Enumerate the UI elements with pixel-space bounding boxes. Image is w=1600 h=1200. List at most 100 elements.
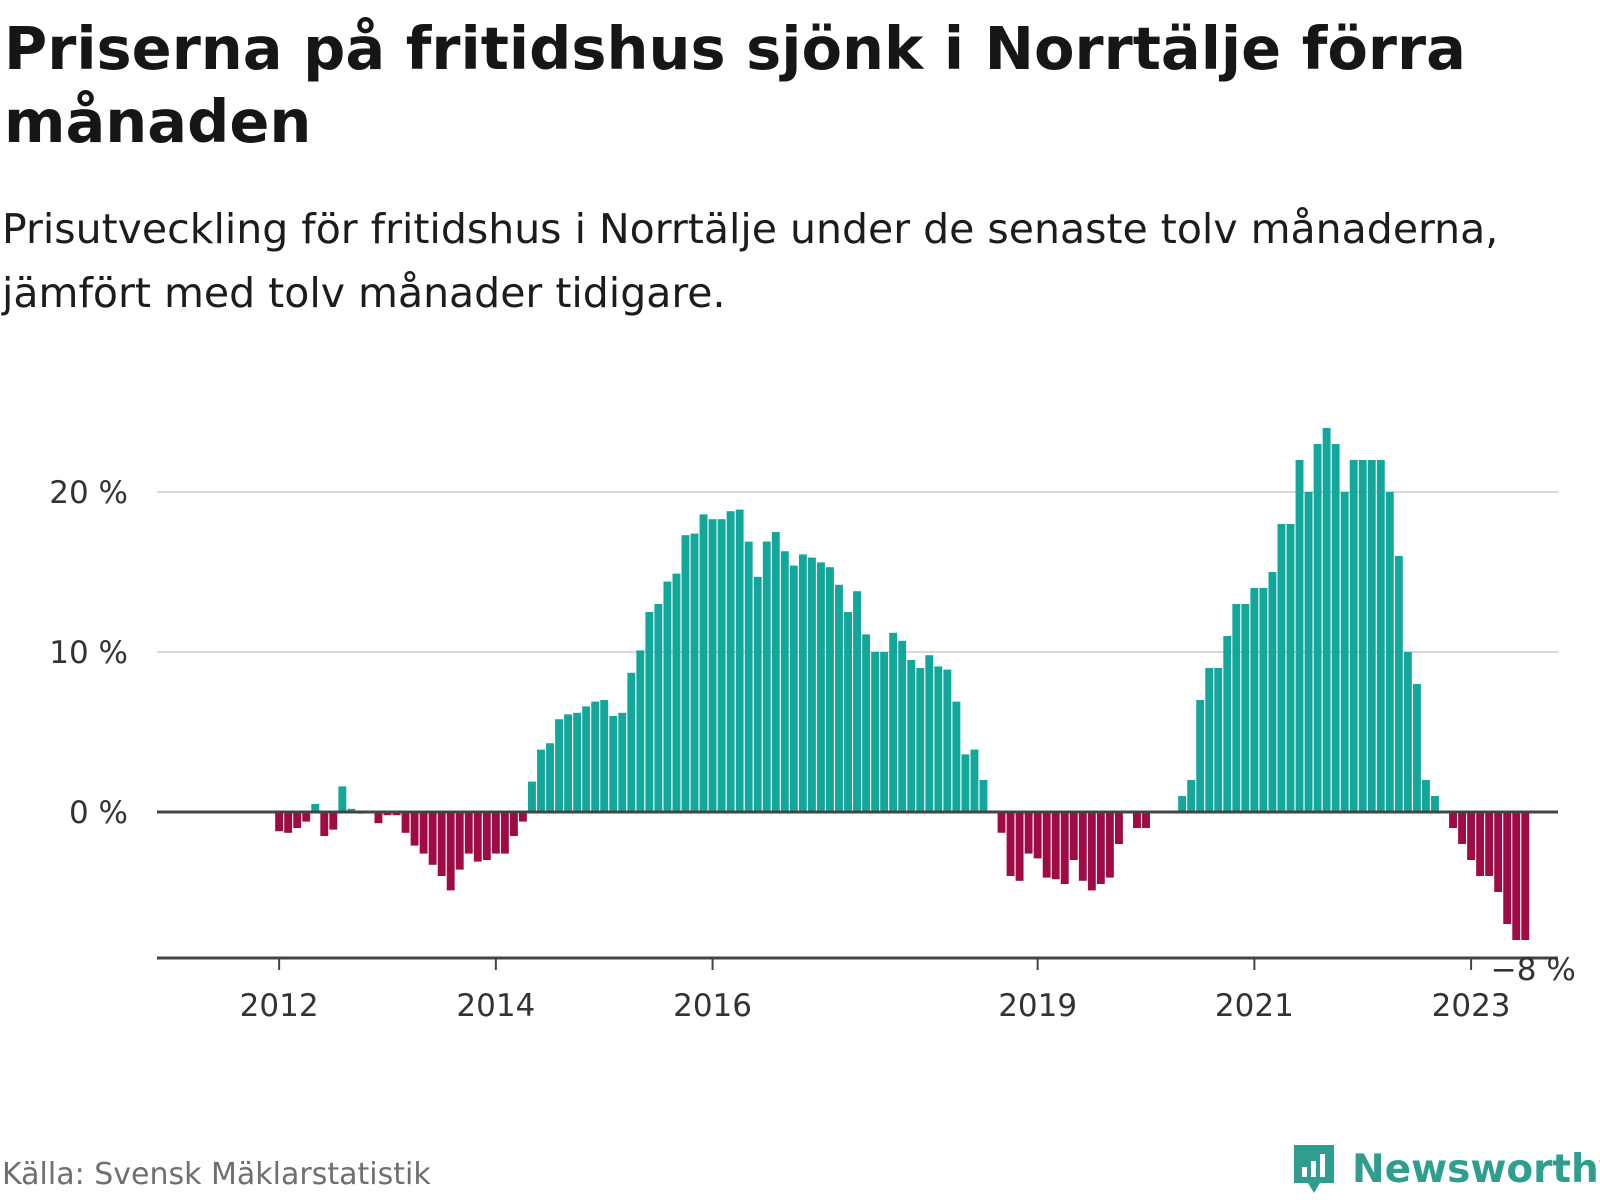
bar — [347, 808, 356, 812]
bar — [844, 612, 852, 812]
bar — [528, 781, 536, 812]
bar — [645, 612, 654, 812]
bar — [1295, 460, 1304, 812]
bar — [1178, 796, 1187, 812]
bar — [284, 812, 293, 833]
bar — [1268, 572, 1277, 812]
bar — [1196, 700, 1205, 812]
bar — [419, 812, 428, 854]
bar — [853, 591, 861, 812]
bar — [789, 565, 798, 812]
bar — [329, 812, 338, 830]
bar — [970, 749, 979, 812]
bar — [1205, 668, 1214, 812]
bar — [482, 812, 491, 860]
bar — [744, 541, 753, 812]
bar — [1142, 812, 1150, 828]
bar — [1114, 812, 1123, 844]
bar — [636, 650, 645, 812]
bar — [1241, 604, 1250, 812]
bar — [500, 812, 509, 854]
bar — [1223, 636, 1232, 812]
bar — [934, 666, 943, 812]
bar — [898, 640, 907, 812]
bar — [1467, 812, 1476, 860]
bar — [1322, 428, 1331, 812]
bar — [753, 576, 762, 812]
bars — [275, 428, 1530, 940]
bar — [1358, 460, 1367, 812]
y-axis: 0 % 10 % 20 % — [49, 475, 128, 831]
bar — [1512, 812, 1521, 940]
bar — [1449, 812, 1457, 828]
bar — [1033, 812, 1042, 859]
bar — [1042, 812, 1051, 878]
bar — [1412, 684, 1421, 812]
bar — [1096, 812, 1105, 884]
source-note: Källa: Svensk Mäklarstatistik — [2, 1157, 431, 1192]
x-tick-label: 2019 — [998, 988, 1077, 1024]
x-tick-label: 2016 — [673, 988, 752, 1024]
y-tick-label: 10 % — [49, 635, 128, 671]
bar — [473, 812, 482, 862]
bar — [464, 812, 473, 854]
bar — [600, 700, 609, 812]
bar — [275, 812, 284, 832]
bar — [862, 634, 871, 812]
bar — [717, 519, 726, 812]
x-tick-label: 2014 — [456, 988, 535, 1024]
bar — [293, 812, 302, 828]
bar — [826, 567, 834, 812]
bar — [338, 786, 347, 812]
bar — [1485, 812, 1494, 876]
bar — [726, 511, 735, 812]
bar — [1060, 812, 1069, 884]
bar — [437, 812, 446, 876]
bar — [491, 812, 500, 854]
bar — [627, 672, 636, 812]
y-tick-label: 20 % — [49, 475, 128, 511]
bar — [997, 812, 1006, 833]
bar — [609, 716, 618, 812]
bar — [699, 514, 708, 812]
brand-logo[interactable]: Newsworthy — [1290, 1140, 1600, 1198]
bar — [835, 584, 843, 812]
last-value-label: −8 % — [1491, 952, 1576, 988]
bar — [1313, 444, 1322, 812]
bar — [798, 554, 807, 812]
bar — [410, 812, 419, 846]
bar — [925, 655, 934, 812]
bar — [1376, 460, 1385, 812]
bar — [518, 812, 527, 822]
bar — [1069, 812, 1078, 860]
bar — [1187, 780, 1196, 812]
chart-subtitle: Prisutveckling för fritidshus i Norrtälj… — [2, 205, 1499, 317]
bar — [708, 519, 717, 812]
bar — [762, 541, 771, 812]
bar — [979, 780, 988, 812]
bar — [952, 701, 961, 812]
bar — [907, 660, 916, 812]
bar — [1476, 812, 1485, 876]
x-axis: 2012 2014 2016 2019 2021 2023 — [240, 958, 1511, 1024]
bar — [735, 509, 744, 812]
bar — [1133, 812, 1141, 828]
bar — [1286, 524, 1295, 812]
bar — [663, 581, 672, 812]
bar — [771, 532, 780, 812]
bar — [374, 812, 383, 824]
bar — [1521, 812, 1530, 940]
bar — [311, 804, 320, 812]
bar — [1403, 652, 1412, 812]
bar — [1006, 812, 1015, 876]
bar — [943, 669, 952, 812]
bar — [1340, 492, 1349, 812]
x-tick-label: 2023 — [1432, 988, 1511, 1024]
bar — [1494, 812, 1503, 892]
bar — [1051, 812, 1060, 880]
bar — [320, 812, 329, 836]
bar — [690, 533, 699, 812]
x-tick-label: 2021 — [1215, 988, 1294, 1024]
bar — [509, 812, 518, 836]
